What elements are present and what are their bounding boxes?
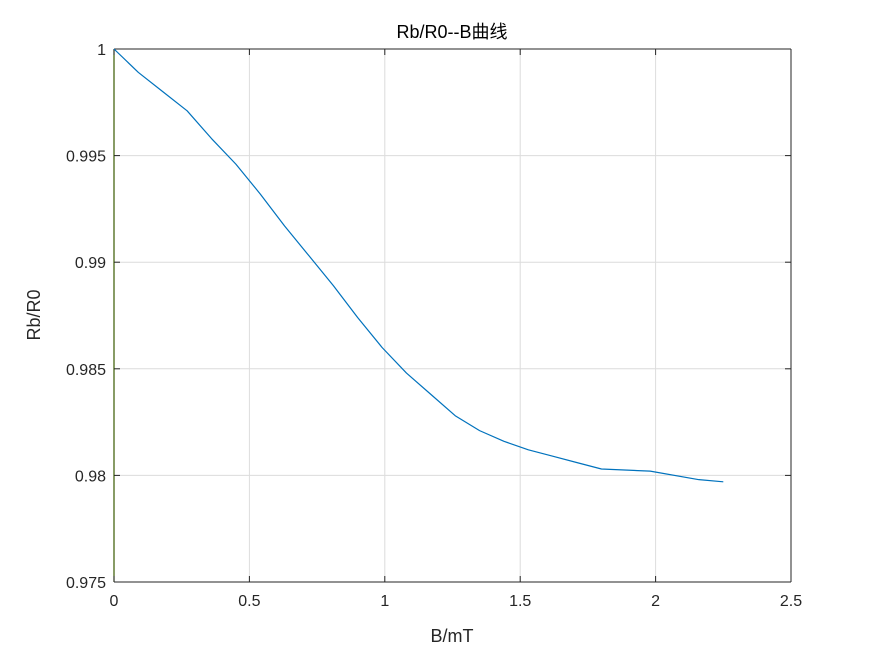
axes [113, 48, 792, 583]
y-tick-label: 0.99 [75, 255, 106, 272]
series-line [113, 48, 724, 483]
plot-area [114, 49, 791, 582]
y-tick-label: 0.975 [66, 575, 106, 592]
y-tick-labels: 0.975 0.98 0.985 0.99 0.995 1 [66, 42, 106, 592]
x-tick-label: 0 [110, 593, 119, 610]
y-axis-label: Rb/R0 [24, 289, 44, 340]
x-axis-label: B/mT [431, 626, 474, 646]
y-tick-label: 0.985 [66, 362, 106, 379]
x-tick-label: 2.5 [780, 593, 802, 610]
chart-title: Rb/R0--B曲线 [396, 22, 507, 42]
y-tick-label: 1 [97, 42, 106, 59]
x-tick-label: 2 [651, 593, 660, 610]
x-tick-label: 1.5 [509, 593, 531, 610]
series-group [113, 48, 724, 483]
x-tick-label: 0.5 [238, 593, 260, 610]
y-tick-label: 0.98 [75, 468, 106, 485]
y-tick-label: 0.995 [66, 149, 106, 166]
x-tick-label: 1 [380, 593, 389, 610]
x-tick-labels: 0 0.5 1 1.5 2 2.5 [110, 593, 803, 610]
